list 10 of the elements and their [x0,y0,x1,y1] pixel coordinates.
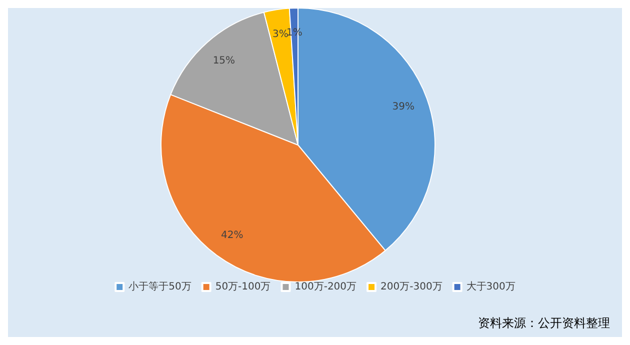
data-label: 15% [212,55,236,66]
legend-label: 200万-300万 [380,282,442,292]
legend-label: 大于300万 [466,280,516,292]
text: 资料来源：公开资料整理 [478,316,610,330]
data-label: 3% [272,28,288,40]
data-label: 42% [221,230,244,242]
legend-label: 100万-200万 [294,282,357,292]
legend-label: 50万-100万 [215,282,271,292]
data-label: 39% [392,102,414,113]
legend-label: 小于等于50万 [128,280,192,292]
